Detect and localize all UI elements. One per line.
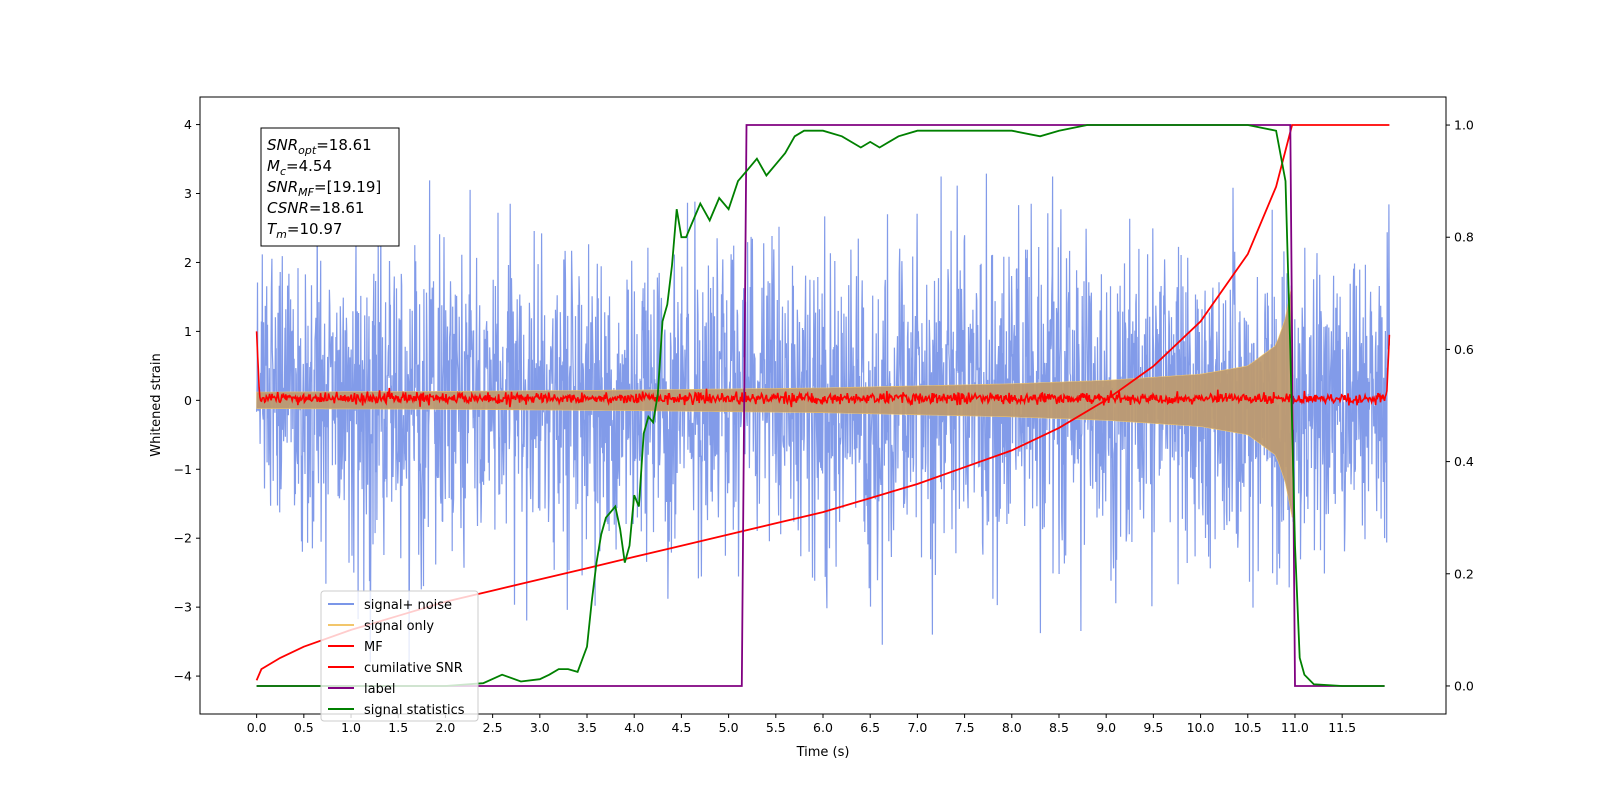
x-tick-label: 3.0 (530, 720, 550, 735)
y-tick-label: −1 (174, 462, 192, 477)
x-tick-label: 0.0 (247, 720, 267, 735)
legend-entry: cumilative SNR (364, 661, 463, 676)
x-tick-label: 7.5 (955, 720, 975, 735)
annotation-line: Tm=10.97 (267, 220, 342, 241)
annotation-line: SNRopt=18.61 (267, 136, 372, 157)
x-tick-label: 8.5 (1049, 720, 1069, 735)
x-tick-label: 4.0 (624, 720, 644, 735)
y2-tick-label: 1.0 (1454, 118, 1474, 133)
x-tick-label: 5.0 (719, 720, 739, 735)
annotation-box: SNRopt=18.61Mc=4.54SNRMF=[19.19]CSNR=18.… (260, 127, 400, 247)
x-tick-label: 1.5 (388, 720, 408, 735)
x-tick-label: 9.0 (1096, 720, 1116, 735)
legend-entry: label (364, 682, 395, 697)
annotation-frame (260, 127, 400, 247)
series-mf (255, 331, 1391, 408)
x-tick-label: 8.0 (1002, 720, 1022, 735)
legend-frame (320, 590, 479, 722)
y2-tick-label: 0.6 (1454, 342, 1474, 357)
series-signal-only (256, 283, 1293, 518)
x-tick-label: 1.0 (341, 720, 361, 735)
x-tick-label: 4.5 (671, 720, 691, 735)
ticks-layer: 0.0 0.5 1.0 1.5 2.0 2.5 3.0 3.5 4.0 4.5 5.0 5.5 6.0 6… (174, 117, 1474, 735)
y-tick-label: −4 (174, 669, 192, 684)
series-signal-statistics (256, 124, 1385, 687)
y2-tick-label: 0.2 (1454, 566, 1474, 581)
series-label (256, 124, 1385, 687)
x-tick-label: 0.5 (294, 720, 314, 735)
legend-entry: signal statistics (364, 703, 465, 718)
y-axis-label: Whitened strain (149, 353, 164, 456)
legend-entry: signal+ noise (364, 598, 452, 613)
y-tick-label: 3 (184, 186, 192, 201)
x-tick-label: 5.5 (766, 720, 786, 735)
x-tick-label: 6.0 (813, 720, 833, 735)
x-tick-label: 2.5 (483, 720, 503, 735)
series-layer (255, 124, 1391, 687)
y-tick-label: −2 (174, 531, 192, 546)
y-tick-label: 0 (184, 393, 192, 408)
x-tick-label: 11.0 (1281, 720, 1309, 735)
x-axis-label: Time (s) (796, 745, 850, 760)
y2-tick-label: 0.0 (1454, 678, 1474, 693)
y-tick-label: 2 (184, 255, 192, 270)
x-tick-label: 2.0 (435, 720, 455, 735)
x-tick-label: 10.5 (1234, 720, 1262, 735)
annotation-line: CSNR=18.61 (267, 199, 364, 217)
y2-tick-label: 0.8 (1454, 230, 1474, 245)
legend-entry: MF (364, 640, 383, 655)
y-tick-label: 1 (184, 324, 192, 339)
x-tick-label: 6.5 (860, 720, 880, 735)
x-tick-label: 10.0 (1187, 720, 1215, 735)
legend: signal+ noise signal only MF cumilative SNR… (320, 590, 479, 722)
annotation-line: SNRMF=[19.19] (267, 178, 381, 199)
legend-entry: signal only (364, 619, 434, 634)
y-tick-label: 4 (184, 117, 192, 132)
annotation-line: Mc=4.54 (267, 157, 332, 178)
x-tick-label: 3.5 (577, 720, 597, 735)
x-tick-label: 11.5 (1328, 720, 1356, 735)
x-tick-label: 7.0 (907, 720, 927, 735)
y-tick-label: −3 (174, 600, 192, 615)
y2-tick-label: 0.4 (1454, 454, 1474, 469)
x-tick-label: 9.5 (1143, 720, 1163, 735)
